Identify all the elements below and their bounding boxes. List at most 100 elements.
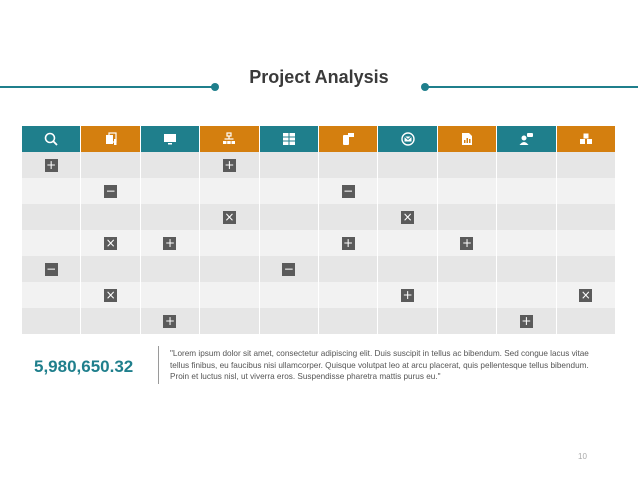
grid-cell: +	[22, 152, 81, 178]
grid-cell	[437, 178, 497, 204]
plus-mark: +	[222, 157, 236, 172]
grid-cell	[81, 204, 140, 230]
grid-cell	[200, 178, 259, 204]
plus-mark: +	[401, 287, 415, 302]
grid-cell	[497, 178, 556, 204]
grid-cell	[319, 204, 378, 230]
boxes-icon	[579, 133, 592, 144]
grid-cell	[556, 256, 615, 282]
grid-cell	[378, 308, 437, 334]
header-cell	[81, 126, 140, 152]
grid-cell: −	[259, 256, 318, 282]
grid-cell: +	[140, 230, 200, 256]
grid-cell	[378, 178, 437, 204]
grid-cell	[259, 230, 318, 256]
grid-cell: −	[22, 256, 81, 282]
page-title: Project Analysis	[249, 67, 389, 87]
cross-mark: ×	[579, 287, 593, 302]
header-cell	[556, 126, 615, 152]
grid-cell	[200, 282, 259, 308]
grid-cell	[259, 282, 318, 308]
user-chat-icon	[519, 133, 534, 145]
grid-cell: +	[437, 230, 497, 256]
plus-mark: +	[341, 235, 355, 250]
grid-cell: ×	[81, 282, 140, 308]
report-icon	[461, 133, 472, 145]
grid-cell	[437, 282, 497, 308]
grid-cell: ×	[556, 282, 615, 308]
analysis-grid: + + − − × × × + + + − − × + × + +	[22, 126, 615, 334]
plus-mark: +	[44, 157, 58, 172]
grid-cell	[22, 204, 81, 230]
header-cell	[378, 126, 437, 152]
org-chart-icon	[223, 132, 236, 144]
header-cell	[200, 126, 259, 152]
grid-cell	[556, 230, 615, 256]
quote-text: "Lorem ipsum dolor sit amet, consectetur…	[170, 349, 589, 381]
grid-cell	[22, 178, 81, 204]
grid-cell	[259, 204, 318, 230]
grid-cell	[200, 308, 259, 334]
grid-cell	[259, 152, 318, 178]
grid-cell	[259, 178, 318, 204]
grid-cell	[81, 256, 140, 282]
title-rule-left	[0, 86, 215, 88]
cross-mark: ×	[222, 209, 236, 224]
grid-cell: ×	[200, 204, 259, 230]
grid-cell	[319, 152, 378, 178]
grid-cell	[259, 308, 318, 334]
grid-cell: +	[140, 308, 200, 334]
cross-mark: ×	[104, 287, 118, 302]
grid-cell	[437, 204, 497, 230]
plus-mark: +	[163, 313, 177, 328]
grid-cell	[437, 256, 497, 282]
grid-cell	[497, 282, 556, 308]
highlight-value: 5,980,650.32	[34, 357, 134, 376]
grid-cell: ×	[81, 230, 140, 256]
header-cell	[140, 126, 200, 152]
grid-cell	[497, 256, 556, 282]
header-cell	[22, 126, 81, 152]
grid-cell	[200, 230, 259, 256]
grid-cell	[556, 152, 615, 178]
header-cell	[497, 126, 556, 152]
grid-cell	[200, 256, 259, 282]
header-cell	[259, 126, 318, 152]
mail-icon	[400, 132, 415, 146]
minus-mark: −	[282, 261, 296, 276]
grid-cell: −	[81, 178, 140, 204]
grid-cell	[140, 256, 200, 282]
grid-cell	[140, 282, 200, 308]
grid-cell: +	[319, 230, 378, 256]
grid-cell	[319, 308, 378, 334]
header-cell	[437, 126, 497, 152]
grid-cell	[140, 178, 200, 204]
grid-cell	[378, 230, 437, 256]
grid-cell	[319, 256, 378, 282]
minus-mark: −	[44, 261, 58, 276]
grid-cell	[437, 308, 497, 334]
grid-cell	[140, 204, 200, 230]
title-dot-left	[211, 83, 219, 91]
grid-cell	[81, 152, 140, 178]
grid-cell	[319, 282, 378, 308]
grid-cell	[437, 152, 497, 178]
grid-cell	[497, 204, 556, 230]
grid-cell: +	[200, 152, 259, 178]
grid-cell	[22, 282, 81, 308]
grid-cell: ×	[378, 204, 437, 230]
grid-cell: +	[497, 308, 556, 334]
grid-cell	[497, 230, 556, 256]
grid-cell	[497, 152, 556, 178]
cross-mark: ×	[401, 209, 415, 224]
plus-mark: +	[460, 235, 474, 250]
documents-icon	[105, 132, 117, 145]
grid-cell	[81, 308, 140, 334]
header-cell	[319, 126, 378, 152]
search-icon	[44, 132, 58, 146]
grid-cell	[140, 152, 200, 178]
minus-mark: −	[341, 183, 355, 198]
grid-cell	[22, 308, 81, 334]
plus-mark: +	[163, 235, 177, 250]
grid-cell: +	[378, 282, 437, 308]
